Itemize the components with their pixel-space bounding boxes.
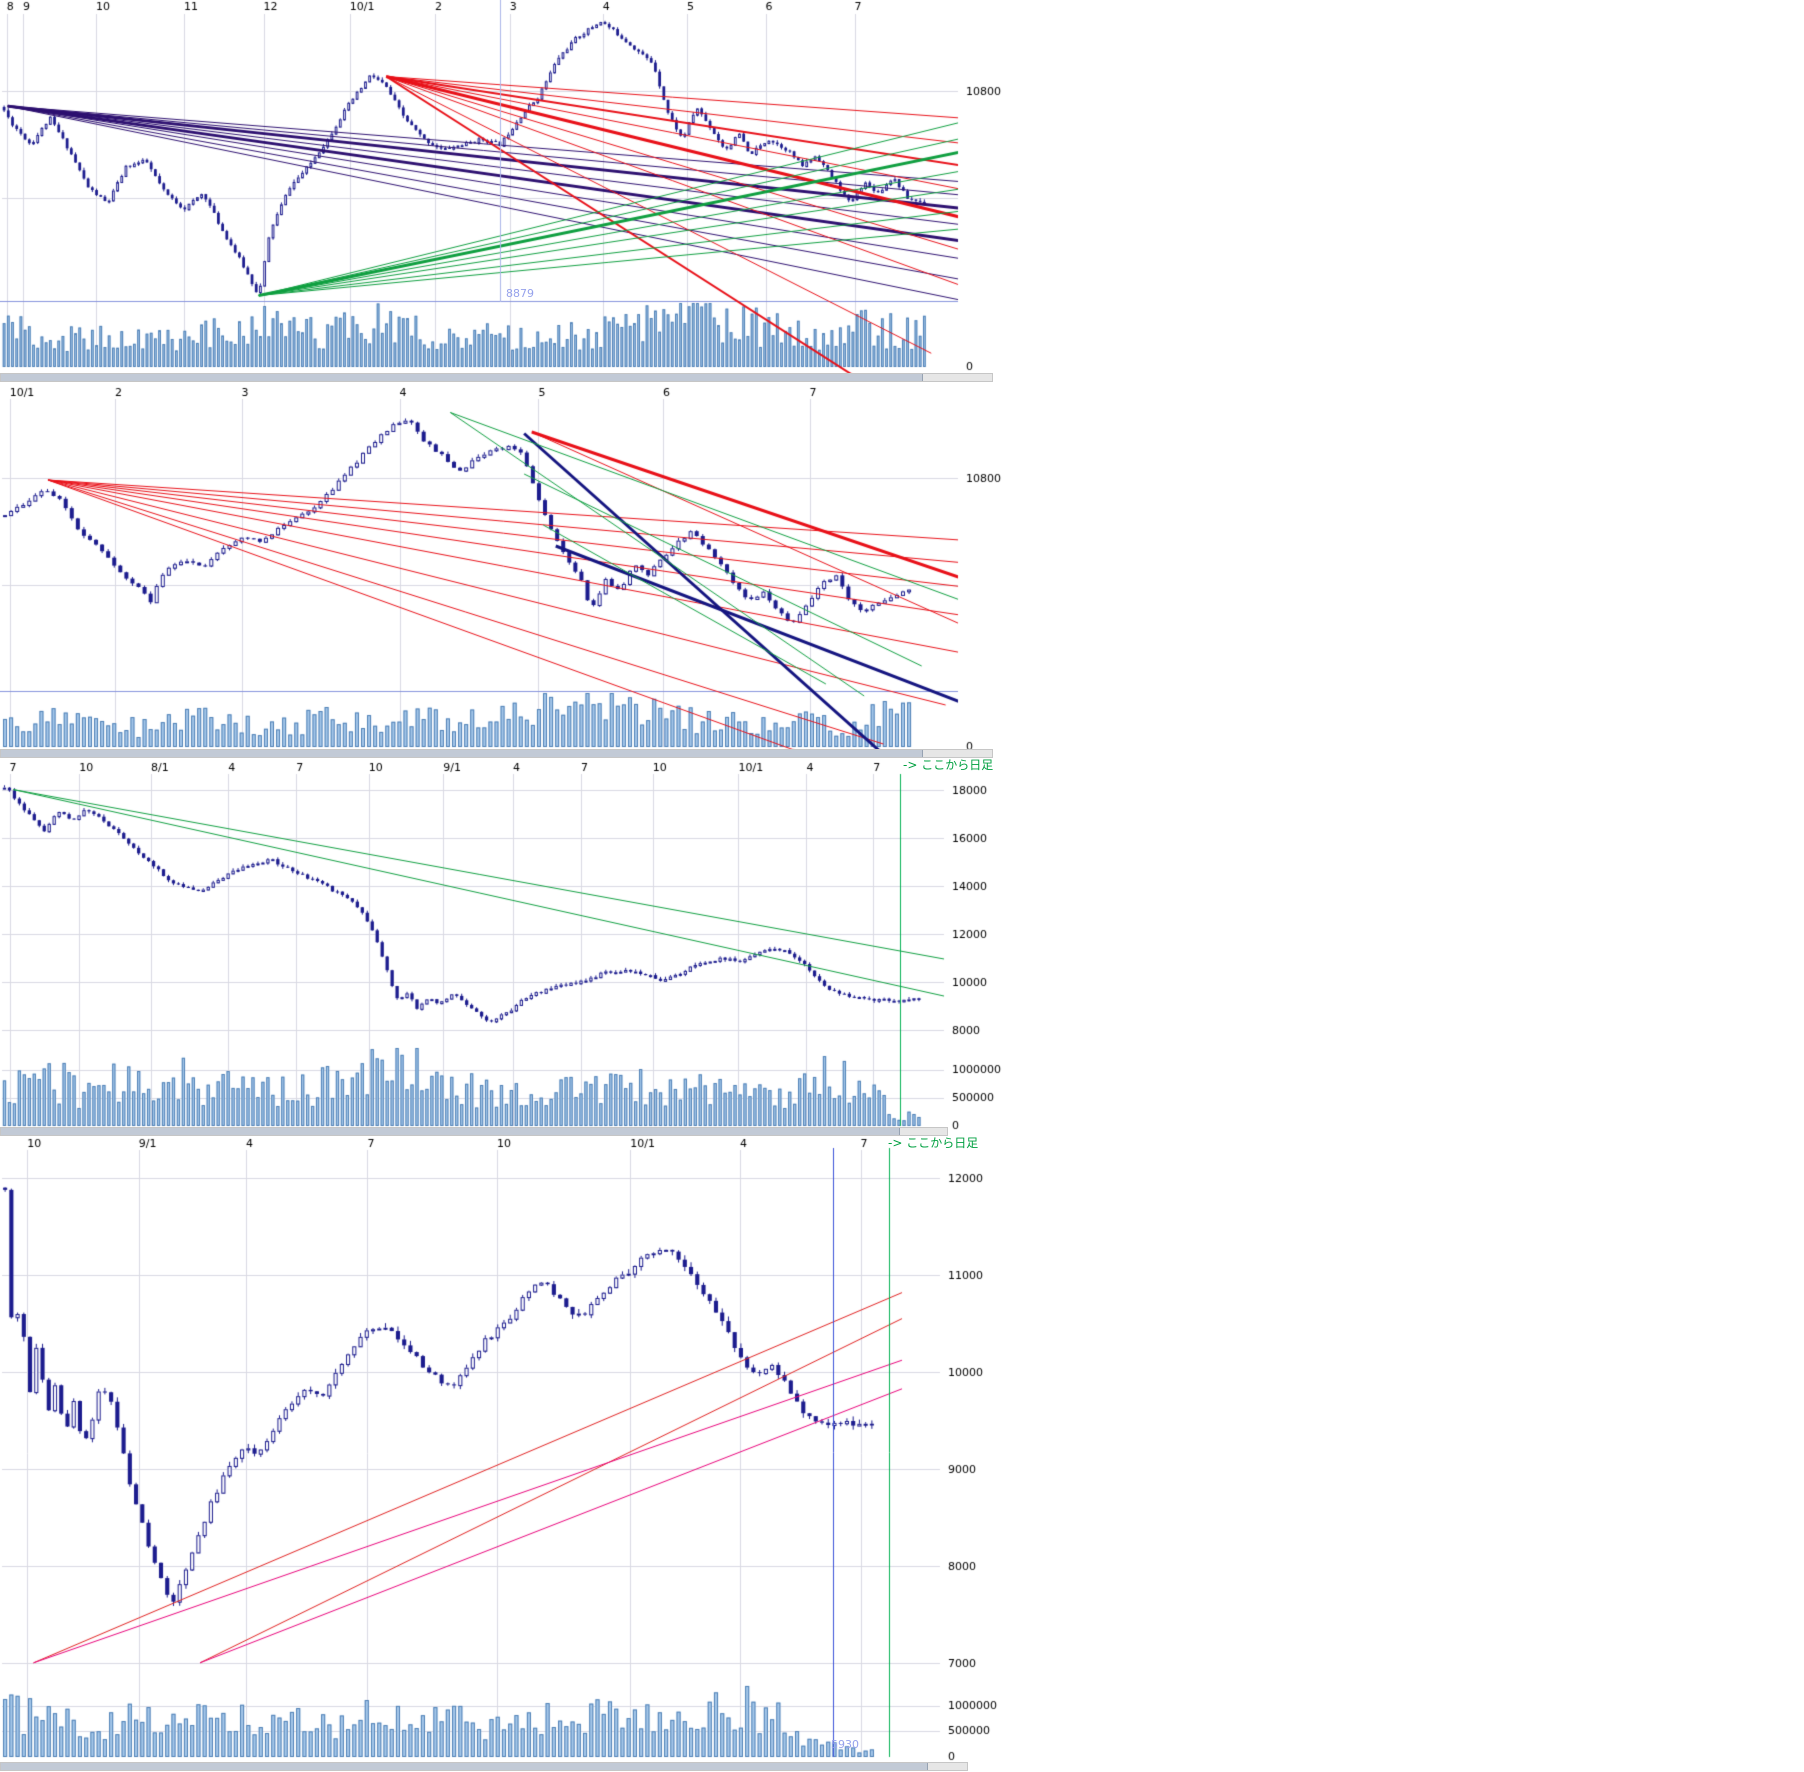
h-scrollbar-panel-1[interactable] bbox=[0, 373, 993, 382]
scrollbar-thumb[interactable] bbox=[1, 1128, 900, 1135]
scrollbar-thumb[interactable] bbox=[1, 374, 923, 381]
h-scrollbar-panel-3[interactable] bbox=[0, 1127, 948, 1136]
panel-1-canvas[interactable] bbox=[0, 0, 1004, 382]
crosshair-price-label: 8879 bbox=[506, 287, 534, 300]
scrollbar-thumb[interactable] bbox=[1, 1763, 929, 1770]
scrollbar-thumb[interactable] bbox=[1, 750, 923, 757]
h-scrollbar-panel-4[interactable] bbox=[0, 1762, 968, 1771]
h-scrollbar-panel-2[interactable] bbox=[0, 749, 993, 758]
daily-bars-note-panel-4: -> ここから日足 bbox=[888, 1136, 979, 1150]
daily-bars-note-panel-3: -> ここから日足 bbox=[903, 758, 994, 772]
volume-value-label: 5930 bbox=[831, 1738, 859, 1751]
panel-4-canvas[interactable] bbox=[0, 1136, 1004, 1772]
panel-3-canvas[interactable] bbox=[0, 760, 1004, 1134]
panel-2-canvas[interactable] bbox=[0, 385, 1004, 757]
